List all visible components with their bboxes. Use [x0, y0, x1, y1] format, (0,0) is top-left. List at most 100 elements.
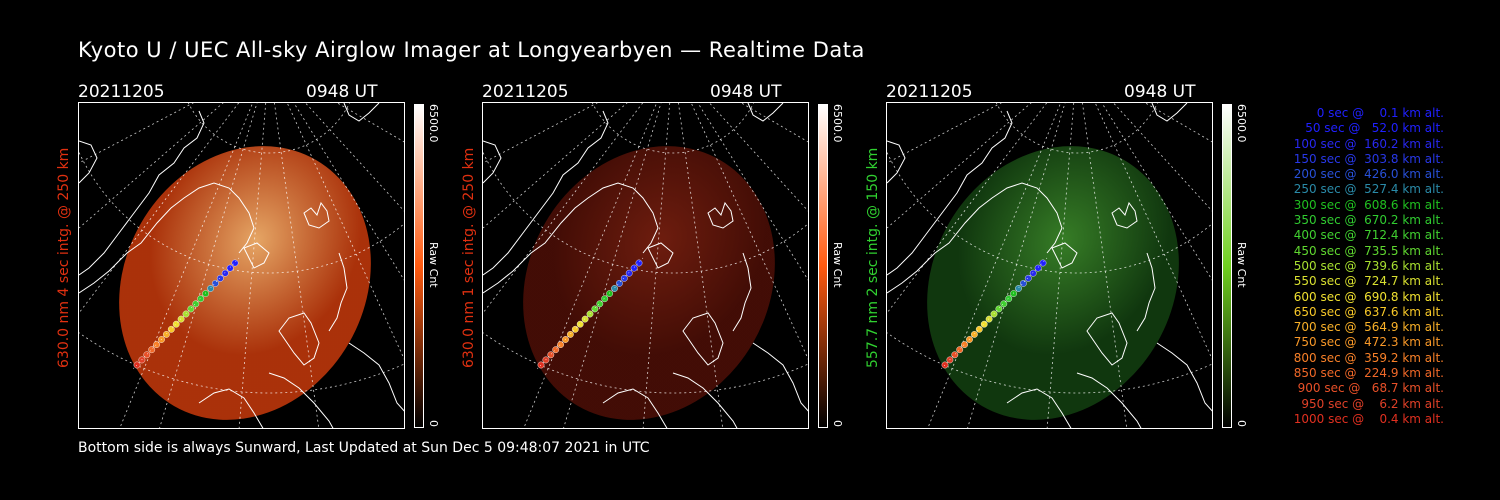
trajectory-point — [1029, 269, 1037, 277]
airglow-disk — [119, 146, 371, 420]
trajectory-point — [163, 330, 170, 338]
legend-item: 700 sec @ 564.9 km alt. — [1293, 320, 1444, 335]
coastline — [328, 252, 348, 332]
trajectory-point — [980, 320, 988, 328]
legend-item: 600 sec @ 690.8 km alt. — [1293, 289, 1444, 304]
meridian-line — [238, 103, 267, 428]
panel-3-image — [886, 102, 1213, 429]
trajectory-point — [611, 285, 618, 292]
meridian-line — [967, 103, 1066, 428]
legend-item: 450 sec @ 735.5 km alt. — [1293, 243, 1444, 258]
trajectory-point — [182, 310, 190, 318]
trajectory-point — [547, 351, 555, 359]
legend-item: 200 sec @ 426.0 km alt. — [1293, 167, 1444, 182]
panel-2-colorbar — [818, 104, 828, 428]
trajectory-point — [995, 305, 1003, 313]
panel-3-cbar-max: 6500.0 — [1235, 104, 1248, 143]
coastline — [79, 182, 255, 294]
coastline — [1051, 242, 1078, 269]
coastline — [1136, 252, 1156, 332]
trajectory-point — [630, 264, 638, 272]
meridian-line — [79, 103, 240, 314]
trajectory-point — [148, 346, 156, 354]
meridian-line — [159, 103, 258, 428]
meridian-line — [483, 103, 644, 314]
meridian-line — [1112, 103, 1212, 212]
coastline — [1076, 372, 1142, 428]
panel-3-cbar-unit: Raw Cnt — [1235, 242, 1248, 288]
panel-1-colorbar — [414, 104, 424, 428]
panel-3-colorbar — [1222, 104, 1232, 428]
trajectory-point — [221, 269, 229, 277]
meridian-line — [678, 103, 724, 428]
trajectory-point — [576, 320, 584, 328]
trajectory-point — [567, 330, 574, 338]
trajectory-point — [177, 315, 185, 323]
legend-item: 0 sec @ 0.1 km alt. — [1316, 106, 1444, 120]
latitude-circle — [591, 103, 755, 154]
coastline — [79, 110, 205, 276]
trajectory-point — [591, 305, 599, 313]
trajectory-point — [207, 285, 214, 292]
trajectory-point — [537, 361, 545, 369]
trajectory-point — [167, 325, 175, 333]
meridian-line — [523, 103, 658, 428]
coastline — [747, 103, 784, 122]
legend-item: 400 sec @ 712.4 km alt. — [1293, 228, 1444, 243]
panel-3-date: 20211205 — [886, 82, 973, 102]
legend-item: 550 sec @ 724.7 km alt. — [1293, 274, 1444, 289]
coastline — [1151, 103, 1188, 122]
trajectory-point — [615, 279, 623, 287]
coastline — [672, 372, 738, 428]
coastline — [887, 182, 1063, 294]
meridian-line — [708, 103, 808, 212]
meridian-line — [1046, 103, 1075, 428]
coastline — [707, 201, 734, 229]
trajectory-point — [951, 351, 959, 359]
trajectory-point — [1019, 279, 1027, 287]
trajectory-point — [1005, 295, 1013, 303]
coastline — [647, 242, 674, 269]
meridian-line — [927, 103, 1062, 428]
coastline — [483, 182, 659, 294]
coastline — [752, 342, 808, 412]
trajectory-point — [552, 346, 560, 354]
trajectory-point — [557, 341, 565, 349]
coastline — [348, 342, 404, 412]
trajectory-point — [1015, 285, 1022, 292]
coastline — [303, 201, 330, 229]
meridian-line — [563, 103, 662, 428]
legend-item: 1000 sec @ 0.4 km alt. — [1293, 411, 1444, 426]
trajectory-point — [187, 305, 195, 313]
trajectory-point — [581, 315, 589, 323]
coastline — [268, 372, 334, 428]
coastline — [198, 388, 264, 428]
legend-item: 900 sec @ 68.7 km alt. — [1297, 381, 1444, 396]
panel-2-time: 0948 UT — [710, 82, 782, 102]
meridian-line — [79, 103, 224, 229]
trajectory-point — [625, 269, 633, 277]
trajectory-line — [132, 257, 240, 370]
trajectory-line — [940, 257, 1048, 370]
trajectory-point — [172, 320, 180, 328]
legend-item: 100 sec @ 160.2 km alt. — [1293, 136, 1444, 151]
trajectory-point — [571, 325, 579, 333]
coastline — [343, 103, 380, 122]
coastline — [243, 242, 270, 269]
trajectory-point — [1000, 300, 1008, 308]
trajectory-point — [941, 361, 949, 369]
meridian-line — [304, 103, 404, 212]
panel-2-cbar-min: 0 — [831, 420, 844, 427]
legend-item: 50 sec @ 52.0 km alt. — [1305, 121, 1444, 136]
legend-item: 650 sec @ 637.6 km alt. — [1293, 304, 1444, 319]
coastline — [602, 388, 668, 428]
trajectory-point — [596, 300, 604, 308]
trajectory-point — [216, 274, 224, 282]
trajectory-legend: 0 sec @ 0.1 km alt. 50 sec @ 52.0 km alt… — [1262, 106, 1444, 427]
trajectory-point — [586, 310, 594, 318]
coastline — [278, 312, 320, 366]
legend-item: 750 sec @ 472.3 km alt. — [1293, 335, 1444, 350]
trajectory-point — [961, 341, 969, 349]
trajectory-point — [133, 361, 141, 369]
panel-1-date: 20211205 — [78, 82, 165, 102]
